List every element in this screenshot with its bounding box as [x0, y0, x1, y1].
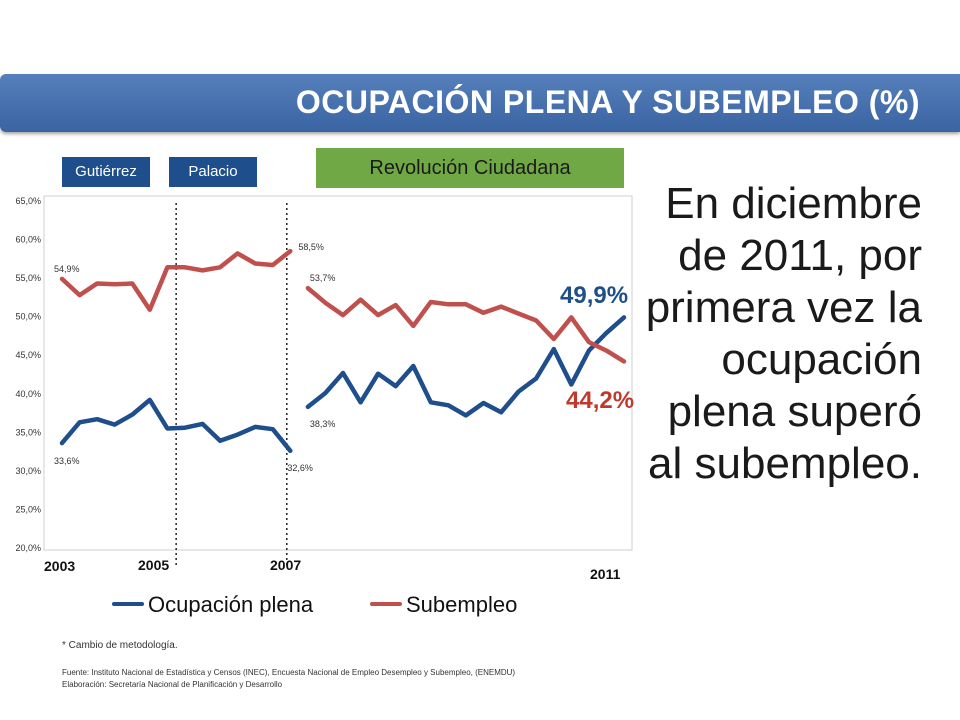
message-end: .	[909, 439, 922, 488]
legend-swatch-subempleo	[370, 602, 402, 607]
page-title: OCUPACIÓN PLENA Y SUBEMPLEO (%)	[295, 84, 920, 120]
data-label: 32,6%	[287, 463, 313, 473]
year-label-2005: 2005	[138, 557, 170, 573]
data-label: 58,5%	[298, 242, 324, 252]
y-tick-label: 35,0%	[15, 427, 41, 437]
y-tick-label: 60,0%	[15, 235, 41, 245]
y-tick-label: 25,0%	[15, 504, 41, 514]
y-tick-label: 40,0%	[15, 389, 41, 399]
source-note: Fuente: Instituto Nacional de Estadístic…	[62, 668, 516, 677]
y-tick-label: 55,0%	[15, 273, 41, 283]
era-gutierrez: Gutiérrez	[62, 157, 150, 187]
series-lines	[59, 248, 627, 454]
data-label: 53,7%	[310, 273, 336, 283]
y-tick-label: 50,0%	[15, 312, 41, 322]
y-tick-label: 45,0%	[15, 350, 41, 360]
y-tick-label: 20,0%	[15, 543, 41, 553]
legend-label-ocupacion: Ocupación plena	[148, 592, 314, 617]
subempleo-final-callout: 44,2%	[566, 387, 635, 414]
message-text: En diciembre de 2011, por primera vez la…	[645, 179, 922, 488]
ocupacion-final-callout: 49,9%	[560, 282, 629, 309]
era-revolucion-ciudadana: Revolución Ciudadana	[316, 148, 624, 188]
y-axis: 20,0% 25,0% 30,0% 35,0% 40,0% 45,0% 50,0% 55,0%…	[15, 196, 41, 553]
legend-ocupacion: Ocupación plena	[112, 592, 313, 618]
era-palacio: Palacio	[169, 157, 257, 187]
legend-subempleo: Subempleo	[370, 592, 517, 618]
data-label: 54,9%	[54, 264, 80, 274]
data-label: 33,6%	[54, 456, 80, 466]
data-label: 38,3%	[310, 419, 336, 429]
title-banner: OCUPACIÓN PLENA Y SUBEMPLEO (%)	[0, 74, 960, 132]
legend-label-subempleo: Subempleo	[406, 592, 518, 617]
y-tick-label: 65,0%	[15, 196, 41, 206]
elaboration-note: Elaboración: Secretaría Nacional de Plan…	[62, 680, 283, 689]
headline-message: En diciembre de 2011, por primera vez la…	[622, 178, 922, 490]
year-label-2003: 2003	[44, 558, 76, 574]
year-label-2007: 2007	[270, 557, 302, 573]
subempleo-line	[305, 285, 627, 364]
y-tick-label: 30,0%	[15, 466, 41, 476]
plot-area	[43, 195, 633, 551]
vertical-markers	[175, 203, 288, 568]
subempleo-line	[59, 248, 293, 312]
ocupacion-plena-line	[59, 397, 293, 454]
year-label-2011: 2011	[590, 566, 621, 582]
data-labels: 33,6% 32,6% 38,3% 54,9% 58,5% 53,7%	[54, 242, 335, 473]
methodology-note: * Cambio de metodología.	[62, 640, 178, 651]
legend-swatch-ocupacion	[112, 602, 144, 607]
ocupacion-plena-line	[305, 315, 627, 418]
